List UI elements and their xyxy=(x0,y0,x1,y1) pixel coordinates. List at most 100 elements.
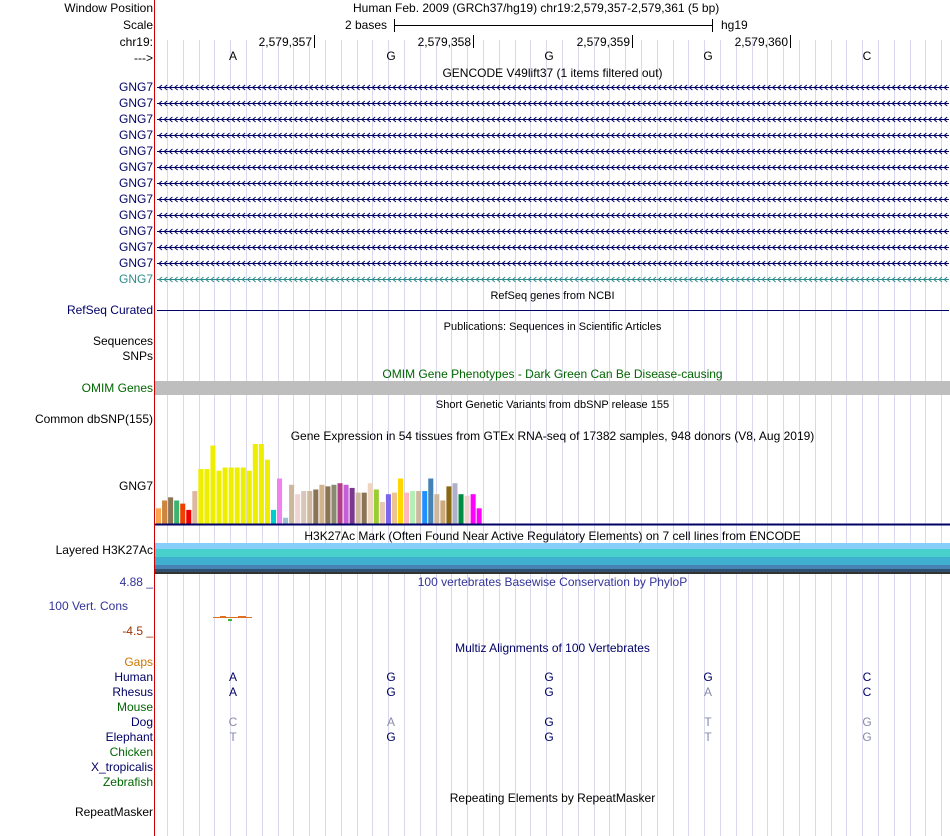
gtex-tissue-bar[interactable] xyxy=(325,486,331,524)
snps-label[interactable]: SNPs xyxy=(122,349,153,363)
dbsnp-label[interactable]: Common dbSNP(155) xyxy=(34,412,153,426)
gtex-tissue-bar[interactable] xyxy=(379,502,385,524)
gtex-tissue-bar[interactable] xyxy=(440,500,446,524)
sequences-label[interactable]: Sequences xyxy=(92,334,153,348)
phylop-label[interactable]: 100 Vert. Cons xyxy=(48,599,128,613)
gtex-tissue-bar[interactable] xyxy=(470,494,476,524)
gtex-tissue-bar[interactable] xyxy=(331,484,337,524)
species-label[interactable]: Zebrafish xyxy=(102,775,153,789)
gencode-gene-label[interactable]: GNG7 xyxy=(118,256,153,270)
h3k27ac-layer[interactable] xyxy=(155,543,950,549)
gencode-gene-label[interactable]: GNG7 xyxy=(118,208,153,222)
gtex-bar-chart[interactable] xyxy=(155,440,950,526)
gtex-tissue-bar[interactable] xyxy=(210,445,216,524)
omim-bar[interactable] xyxy=(155,381,950,395)
dbsnp-title[interactable]: Short Genetic Variants from dbSNP releas… xyxy=(435,399,670,411)
gtex-tissue-bar[interactable] xyxy=(410,491,416,524)
scale-label[interactable]: Scale xyxy=(122,18,153,32)
h3k27ac-title[interactable]: H3K27Ac Mark (Often Found Near Active Re… xyxy=(304,529,801,543)
gencode-transcript[interactable] xyxy=(157,161,949,175)
gencode-gene-label[interactable]: GNG7 xyxy=(118,144,153,158)
species-label[interactable]: Mouse xyxy=(116,700,153,714)
species-label[interactable]: Elephant xyxy=(105,730,153,744)
gtex-tissue-bar[interactable] xyxy=(270,509,276,524)
gtex-gene-label[interactable]: GNG7 xyxy=(118,479,153,493)
gtex-title[interactable]: Gene Expression in 54 tissues from GTEx … xyxy=(290,429,815,443)
gtex-tissue-bar[interactable] xyxy=(289,484,295,524)
gencode-transcript[interactable] xyxy=(157,257,949,271)
gtex-tissue-bar[interactable] xyxy=(295,494,301,524)
gtex-tissue-bar[interactable] xyxy=(234,467,240,524)
gtex-tissue-bar[interactable] xyxy=(264,459,270,524)
gtex-tissue-bar[interactable] xyxy=(198,469,204,524)
gtex-tissue-bar[interactable] xyxy=(428,478,434,524)
h3k27ac-label[interactable]: Layered H3K27Ac xyxy=(55,543,153,557)
gencode-gene-label[interactable]: GNG7 xyxy=(118,176,153,190)
gencode-gene-label[interactable]: GNG7 xyxy=(118,224,153,238)
gtex-tissue-bar[interactable] xyxy=(337,483,343,524)
gencode-transcript[interactable] xyxy=(157,209,949,223)
h3k27ac-layer[interactable] xyxy=(155,569,950,572)
gtex-tissue-bar[interactable] xyxy=(416,491,422,524)
gtex-tissue-bar[interactable] xyxy=(186,509,192,524)
gtex-tissue-bar[interactable] xyxy=(367,483,373,524)
gencode-gene-label[interactable]: GNG7 xyxy=(118,192,153,206)
gtex-tissue-bar[interactable] xyxy=(301,491,307,524)
gtex-tissue-bar[interactable] xyxy=(391,492,397,524)
gencode-gene-label[interactable]: GNG7 xyxy=(118,272,153,286)
h3k27ac-layer[interactable] xyxy=(155,572,950,574)
gencode-gene-label[interactable]: GNG7 xyxy=(118,112,153,126)
gtex-tissue-bar[interactable] xyxy=(283,517,289,524)
h3k27ac-layer[interactable] xyxy=(155,557,950,565)
publications-title[interactable]: Publications: Sequences in Scientific Ar… xyxy=(443,321,662,333)
gencode-transcript[interactable] xyxy=(157,193,949,207)
repeatmasker-title[interactable]: Repeating Elements by RepeatMasker xyxy=(449,791,656,805)
gencode-transcript[interactable] xyxy=(157,273,949,287)
gencode-gene-label[interactable]: GNG7 xyxy=(118,128,153,142)
gtex-tissue-bar[interactable] xyxy=(313,489,319,524)
gtex-tissue-bar[interactable] xyxy=(162,500,168,524)
gtex-tissue-bar[interactable] xyxy=(319,484,325,524)
gaps-label[interactable]: Gaps xyxy=(124,655,153,669)
phylop-title[interactable]: 100 vertebrates Basewise Conservation by… xyxy=(417,575,688,589)
gencode-gene-label[interactable]: GNG7 xyxy=(118,240,153,254)
species-label[interactable]: Rhesus xyxy=(112,685,153,699)
gtex-tissue-bar[interactable] xyxy=(246,470,252,524)
gtex-tissue-bar[interactable] xyxy=(204,469,210,524)
gtex-tissue-bar[interactable] xyxy=(192,491,198,524)
gtex-tissue-bar[interactable] xyxy=(307,491,313,524)
omim-title[interactable]: OMIM Gene Phenotypes - Dark Green Can Be… xyxy=(382,367,723,381)
species-label[interactable]: X_tropicalis xyxy=(90,760,153,774)
gencode-transcript[interactable] xyxy=(157,113,949,127)
gencode-transcript[interactable] xyxy=(157,145,949,159)
gtex-tissue-bar[interactable] xyxy=(228,467,234,524)
gtex-tissue-bar[interactable] xyxy=(174,500,180,524)
gencode-transcript[interactable] xyxy=(157,97,949,111)
gtex-tissue-bar[interactable] xyxy=(361,492,367,524)
gencode-track-title[interactable]: GENCODE V49lift37 (1 items filtered out) xyxy=(442,66,663,80)
gtex-tissue-bar[interactable] xyxy=(156,508,162,524)
h3k27ac-layer[interactable] xyxy=(155,565,950,569)
gtex-tissue-bar[interactable] xyxy=(422,491,428,524)
repeatmasker-label[interactable]: RepeatMasker xyxy=(74,805,153,819)
gtex-tissue-bar[interactable] xyxy=(452,483,458,524)
gtex-tissue-bar[interactable] xyxy=(373,489,379,524)
gencode-gene-label[interactable]: GNG7 xyxy=(118,96,153,110)
gtex-tissue-bar[interactable] xyxy=(458,494,464,524)
omim-label[interactable]: OMIM Genes xyxy=(81,381,153,395)
chrom-label[interactable]: chr19: xyxy=(119,35,153,49)
refseq-track-title[interactable]: RefSeq genes from NCBI xyxy=(490,290,615,302)
gencode-transcript[interactable] xyxy=(157,241,949,255)
gtex-tissue-bar[interactable] xyxy=(349,487,355,524)
gencode-transcript[interactable] xyxy=(157,129,949,143)
gencode-transcript[interactable] xyxy=(157,177,949,191)
h3k27ac-layer[interactable] xyxy=(155,549,950,557)
gtex-tissue-bar[interactable] xyxy=(277,478,283,524)
gtex-tissue-bar[interactable] xyxy=(355,492,361,524)
gtex-tissue-bar[interactable] xyxy=(343,484,349,524)
gtex-tissue-bar[interactable] xyxy=(168,497,174,524)
gencode-transcript[interactable] xyxy=(157,81,949,95)
gtex-tissue-bar[interactable] xyxy=(476,508,482,524)
gtex-tissue-bar[interactable] xyxy=(434,494,440,524)
gtex-tissue-bar[interactable] xyxy=(216,470,222,524)
